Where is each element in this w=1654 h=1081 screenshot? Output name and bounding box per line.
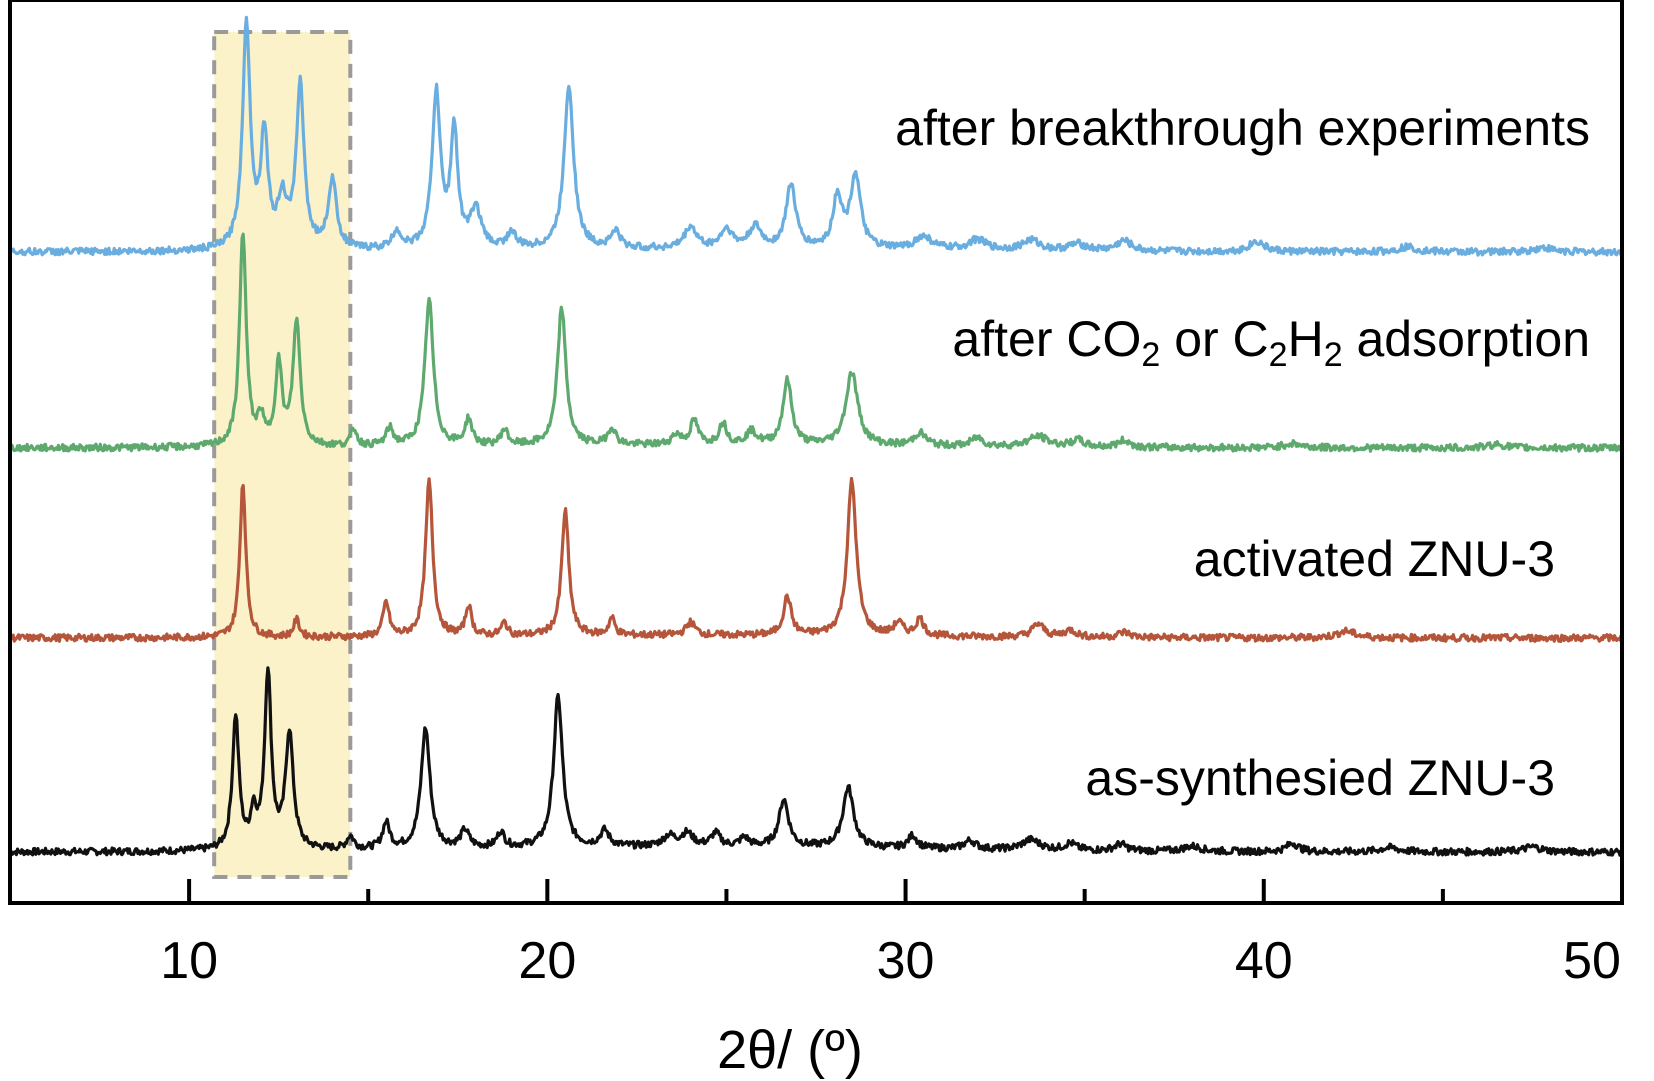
series-label-activated: activated ZNU-3 [1194, 531, 1555, 587]
trace-after-breakthrough-experiments [8, 15, 1623, 257]
x-tick-label: 40 [1235, 932, 1293, 990]
x-tick-label: 50 [1563, 932, 1621, 990]
x-tick-label: 30 [877, 932, 935, 990]
traces [8, 15, 1624, 857]
trace-as-synthesied-znu-3 [9, 666, 1624, 857]
series-label-as-synthesized: as-synthesied ZNU-3 [1085, 750, 1555, 806]
series-label-after-adsorption: after CO2 or C2H2 adsorption [952, 311, 1590, 374]
series-labels: after breakthrough experiments after CO2… [895, 100, 1590, 806]
series-label-after-breakthrough: after breakthrough experiments [895, 100, 1590, 156]
x-axis-label: 2θ/ (º) [717, 1020, 863, 1080]
x-tick-label: 10 [160, 932, 218, 990]
plot-frame [8, 0, 1624, 905]
trace-after-co2-or-c2h2-adsorption [8, 232, 1623, 453]
x-tick-label: 20 [518, 932, 576, 990]
trace-activated-znu-3 [8, 476, 1623, 644]
x-axis-ticks: 10 20 30 40 50 [8, 879, 1624, 990]
